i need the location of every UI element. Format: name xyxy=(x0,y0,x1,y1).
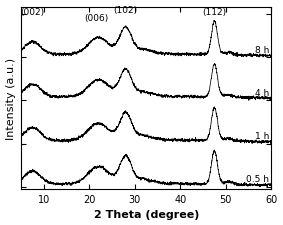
Text: (006): (006) xyxy=(84,14,108,23)
Text: 8 h: 8 h xyxy=(255,45,269,54)
Text: (002): (002) xyxy=(20,7,44,16)
X-axis label: 2 Theta (degree): 2 Theta (degree) xyxy=(93,209,199,219)
Text: 0.5 h: 0.5 h xyxy=(246,175,269,184)
Y-axis label: Intensity (a.u.): Intensity (a.u.) xyxy=(6,58,16,140)
Text: 1 h: 1 h xyxy=(255,132,269,141)
Text: (112): (112) xyxy=(202,7,226,16)
Text: (102): (102) xyxy=(114,6,138,15)
Text: 4 h: 4 h xyxy=(255,88,269,97)
